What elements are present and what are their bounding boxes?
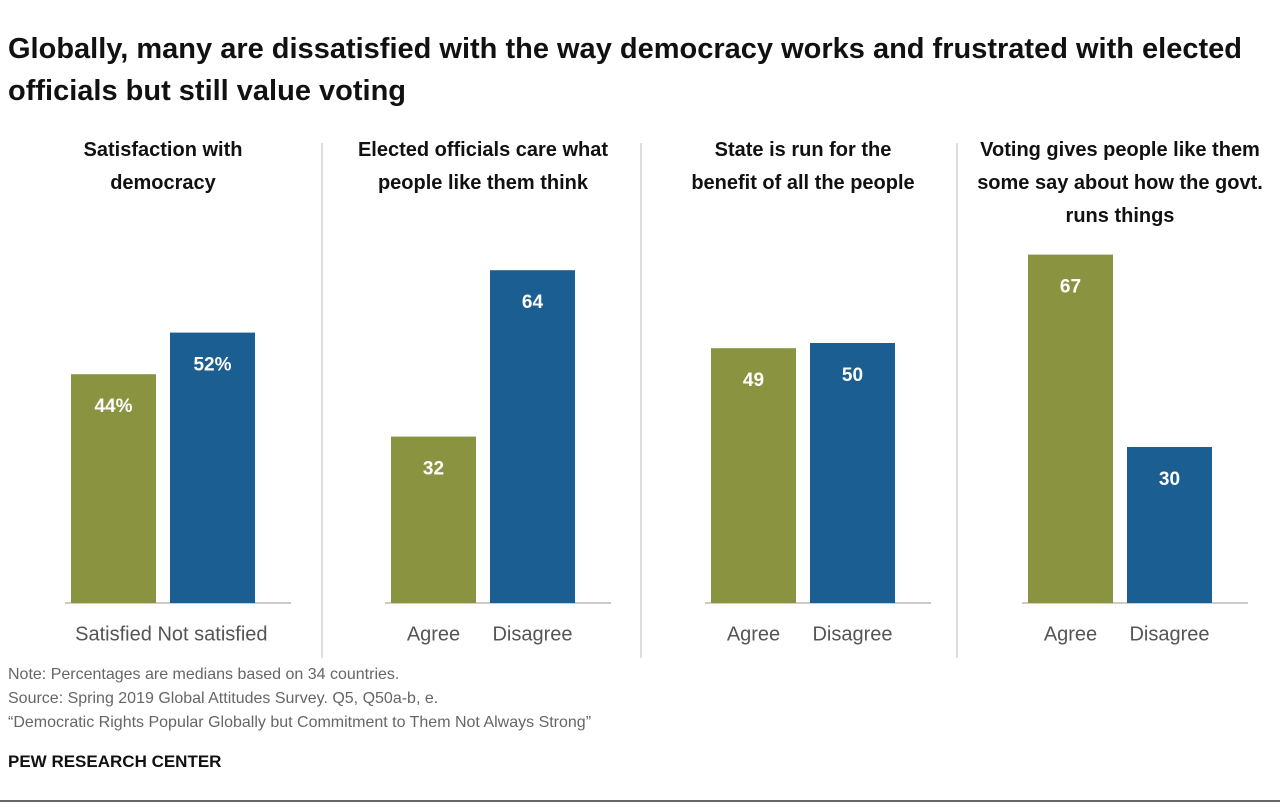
category-label: Satisfied bbox=[75, 623, 152, 645]
category-label: Agree bbox=[1044, 623, 1097, 645]
note: “Democratic Rights Popular Globally but … bbox=[8, 714, 592, 731]
bar bbox=[490, 270, 575, 603]
bar bbox=[1127, 447, 1212, 603]
category-label: Disagree bbox=[812, 623, 892, 645]
bar bbox=[170, 332, 255, 603]
panel-title: Satisfaction with democracy bbox=[83, 139, 243, 194]
note: Note: Percentages are medians based on 3… bbox=[8, 666, 400, 683]
value-label: 67 bbox=[1060, 277, 1081, 298]
panel-title: Elected officials care what people like … bbox=[357, 139, 609, 194]
bar bbox=[1028, 254, 1113, 603]
value-label: 50 bbox=[842, 365, 863, 386]
category-label: Disagree bbox=[1129, 623, 1209, 645]
category-label: Agree bbox=[727, 623, 780, 645]
value-label: 49 bbox=[743, 370, 764, 391]
title: Globally, many are dissatisfied with the… bbox=[8, 33, 1242, 107]
value-label: 52% bbox=[193, 355, 231, 376]
panel-title: Voting gives people like them some say a… bbox=[977, 139, 1263, 227]
category-label: Not satisfied bbox=[157, 623, 267, 645]
value-label: 64 bbox=[522, 292, 544, 313]
bar bbox=[391, 436, 476, 603]
category-label: Agree bbox=[407, 623, 460, 645]
value-label: 30 bbox=[1159, 469, 1180, 490]
bar bbox=[810, 343, 895, 603]
category-label: Disagree bbox=[492, 623, 572, 645]
note: Source: Spring 2019 Global Attitudes Sur… bbox=[8, 690, 439, 707]
panel-title: State is run for the benefit of all the … bbox=[691, 139, 915, 194]
value-label: 44% bbox=[94, 396, 132, 417]
bar bbox=[71, 374, 156, 603]
value-label: 32 bbox=[423, 459, 444, 480]
brand: PEW RESEARCH CENTER bbox=[8, 752, 222, 771]
bar bbox=[711, 348, 796, 603]
